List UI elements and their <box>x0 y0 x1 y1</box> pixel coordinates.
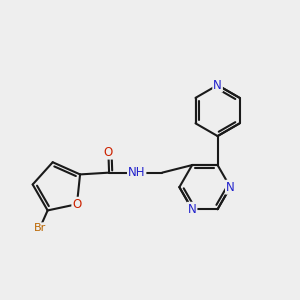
Text: O: O <box>104 146 113 159</box>
Text: Br: Br <box>34 223 46 233</box>
Text: N: N <box>213 79 222 92</box>
Text: N: N <box>226 181 235 194</box>
Text: O: O <box>72 198 82 211</box>
Text: N: N <box>188 203 197 216</box>
Text: NH: NH <box>128 166 146 179</box>
